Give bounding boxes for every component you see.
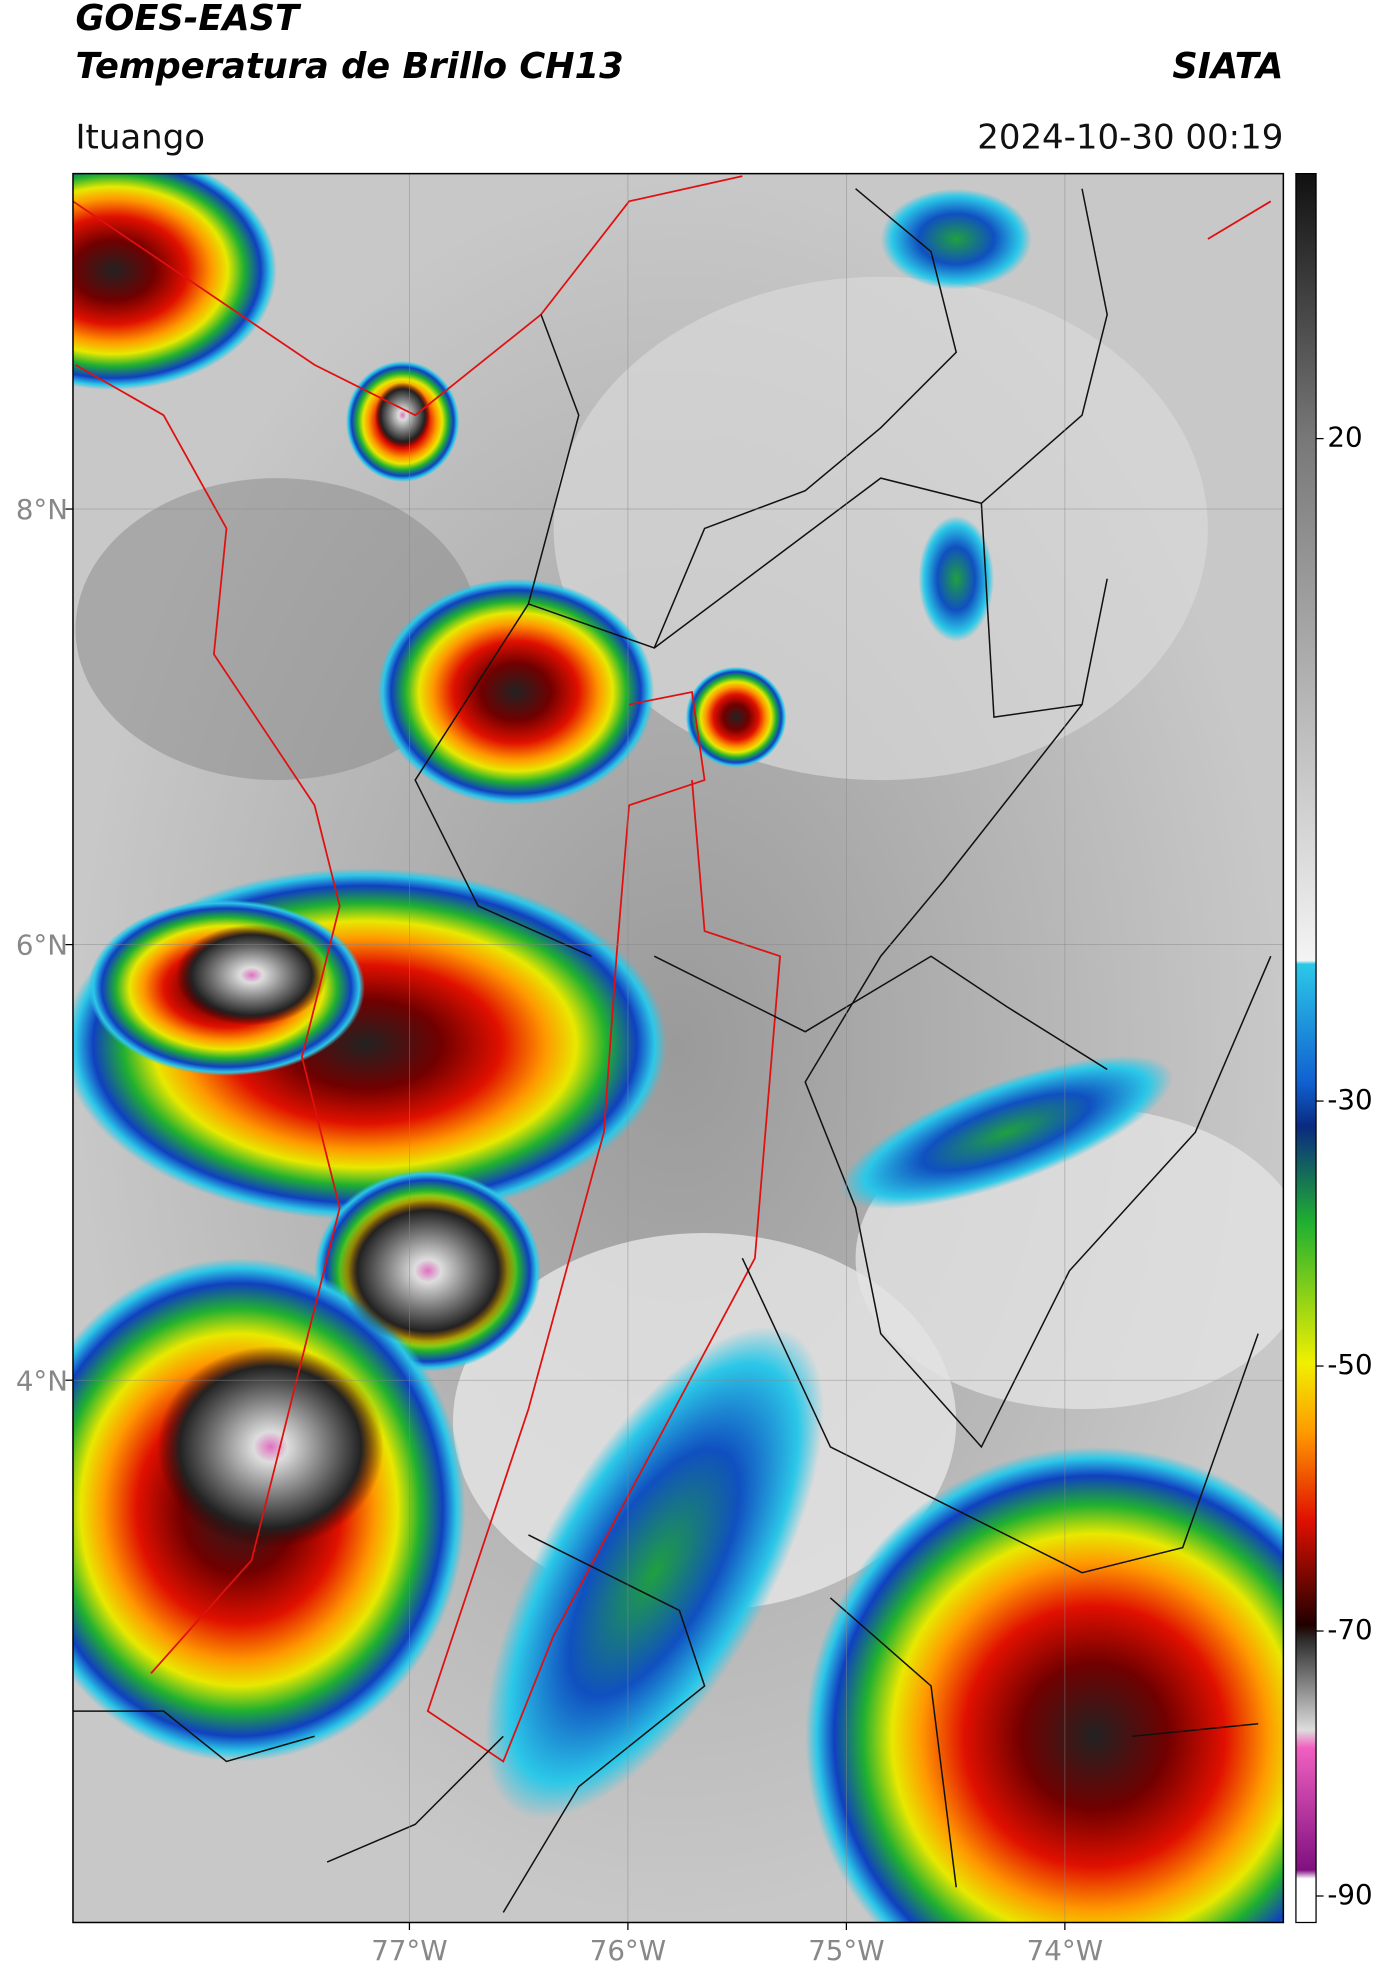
x-tick-label: 76°W <box>590 1934 666 1967</box>
subtitle: Temperatura de Brillo CH13 <box>75 46 623 87</box>
x-tick-label: 77°W <box>371 1934 447 1967</box>
x-tick-label: 75°W <box>808 1934 884 1967</box>
datetime: 2024-10-30 00:19 <box>977 117 1283 157</box>
y-tick-label: 8°N <box>16 493 68 526</box>
colorbar-tick-label: -30 <box>1327 1083 1372 1116</box>
map-frame <box>72 172 1285 1924</box>
x-tick-label: 74°W <box>1027 1934 1103 1967</box>
agency: SIATA <box>1172 46 1283 87</box>
title: GOES-EAST <box>75 0 302 39</box>
satellite-image <box>72 173 1284 1923</box>
y-tick-label: 4°N <box>16 1364 68 1397</box>
colorbar-tick-label: 20 <box>1327 421 1362 454</box>
colorbar-tick-label: -50 <box>1327 1348 1372 1381</box>
location: Ituango <box>75 117 205 157</box>
colorbar-tick-label: -90 <box>1327 1878 1372 1911</box>
graticule <box>65 173 1284 1931</box>
y-tick-label: 6°N <box>16 929 68 962</box>
colorbar <box>1295 172 1317 1924</box>
colorbar-tick-label: -70 <box>1327 1613 1372 1646</box>
